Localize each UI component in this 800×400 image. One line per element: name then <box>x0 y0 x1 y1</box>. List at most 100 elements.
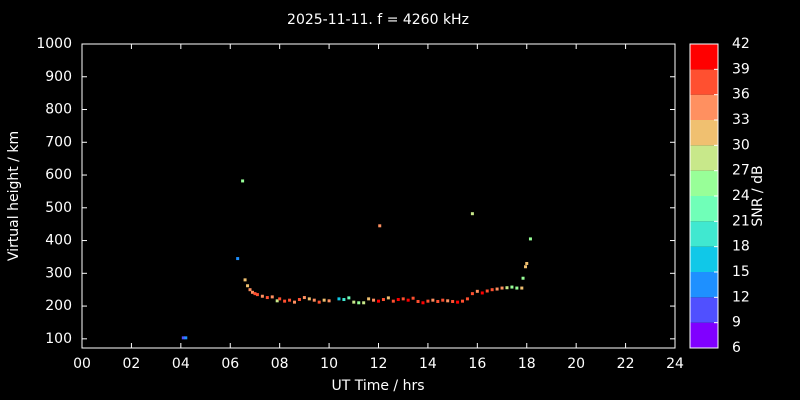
data-point <box>283 299 287 303</box>
data-point <box>322 298 326 302</box>
data-point <box>485 289 489 293</box>
data-point <box>270 295 274 299</box>
data-point <box>253 292 257 296</box>
data-point <box>317 300 321 304</box>
data-point <box>396 298 400 302</box>
data-point <box>436 299 440 303</box>
x-tick-label: 24 <box>666 356 684 372</box>
data-point <box>372 298 376 302</box>
data-point <box>515 286 519 290</box>
data-point <box>490 288 494 292</box>
x-tick-label: 02 <box>123 356 141 372</box>
data-point <box>391 299 395 303</box>
x-axis-label: UT Time / hrs <box>331 378 424 394</box>
colorbar-band <box>690 69 718 95</box>
colorbar-band <box>690 246 718 272</box>
data-point <box>465 297 469 301</box>
data-point <box>342 298 346 302</box>
data-point <box>421 301 425 305</box>
data-point <box>265 296 269 300</box>
colorbar-band <box>690 94 718 120</box>
data-point <box>480 291 484 295</box>
x-tick-label: 16 <box>468 356 486 372</box>
y-tick-label: 400 <box>45 233 72 249</box>
x-tick-label: 08 <box>271 356 289 372</box>
data-point <box>406 298 410 302</box>
y-axis-label: Virtual height / km <box>6 131 22 261</box>
data-point <box>302 296 306 300</box>
colorbar-tick-label: 15 <box>732 264 750 280</box>
data-point <box>426 299 430 303</box>
colorbar-label: SNR / dB <box>750 165 766 226</box>
colorbar-tick-label: 24 <box>732 188 750 204</box>
colorbar-band <box>690 170 718 196</box>
data-point <box>461 299 465 303</box>
data-point <box>510 285 514 289</box>
x-tick-label: 22 <box>617 356 635 372</box>
colorbar-tick-label: 30 <box>732 137 750 153</box>
data-point <box>181 336 185 340</box>
colorbar-tick-label: 21 <box>732 213 750 229</box>
data-point <box>352 300 356 304</box>
data-point <box>495 287 499 291</box>
data-point <box>470 292 474 296</box>
data-point <box>312 298 316 302</box>
data-point <box>288 298 292 302</box>
data-point <box>500 286 504 290</box>
colorbar-tick-label: 12 <box>732 289 750 305</box>
data-point <box>520 286 524 290</box>
colorbar-band <box>690 272 718 298</box>
data-point <box>241 179 245 183</box>
colorbar-tick-label: 33 <box>732 112 750 128</box>
data-point <box>381 298 385 302</box>
data-point <box>456 300 460 304</box>
y-tick-label: 1000 <box>36 36 72 52</box>
x-tick-label: 18 <box>518 356 536 372</box>
data-point <box>347 296 351 300</box>
colorbar-band <box>690 221 718 247</box>
y-tick-label: 500 <box>45 200 72 216</box>
data-point <box>451 299 455 303</box>
colorbar-band <box>690 44 718 70</box>
colorbar-band <box>690 196 718 222</box>
data-point <box>525 261 529 265</box>
data-point <box>248 288 252 292</box>
data-point <box>386 296 390 300</box>
colorbar-tick-label: 27 <box>732 163 750 179</box>
y-tick-label: 800 <box>45 102 72 118</box>
data-point <box>275 299 279 303</box>
data-point <box>401 297 405 301</box>
data-point <box>250 290 254 294</box>
y-tick-label: 700 <box>45 134 72 150</box>
data-point <box>431 298 435 302</box>
data-point <box>362 301 366 305</box>
colorbar-tick-label: 39 <box>732 61 750 77</box>
data-point <box>337 297 341 301</box>
data-point <box>505 286 509 290</box>
x-tick-label: 14 <box>419 356 437 372</box>
colorbar-tick-label: 18 <box>732 239 750 255</box>
colorbar-tick-label: 6 <box>732 340 741 356</box>
y-tick-label: 200 <box>45 298 72 314</box>
data-point <box>246 284 250 288</box>
colorbar-band <box>690 297 718 323</box>
data-point <box>292 300 296 304</box>
data-point <box>357 301 361 305</box>
chart-title: 2025-11-11. f = 4260 kHz <box>287 12 469 28</box>
colorbar-tick-label: 36 <box>732 87 750 103</box>
data-point <box>377 299 380 303</box>
y-tick-label: 600 <box>45 167 72 183</box>
data-point <box>416 299 420 303</box>
data-point <box>297 298 301 302</box>
data-point <box>411 296 415 300</box>
data-point <box>327 299 331 303</box>
y-tick-label: 900 <box>45 69 72 85</box>
colorbar-band <box>690 120 718 146</box>
data-point <box>367 297 371 301</box>
data-point <box>278 297 282 301</box>
data-point <box>446 299 450 303</box>
data-point <box>378 224 382 228</box>
data-point <box>524 265 528 269</box>
